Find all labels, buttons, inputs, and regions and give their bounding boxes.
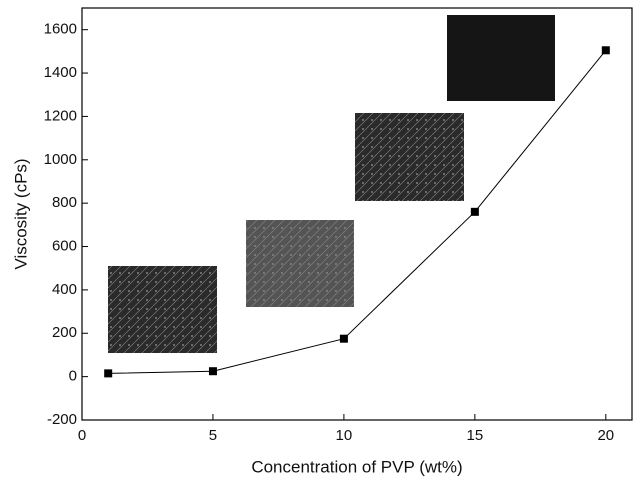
point — [339, 334, 348, 343]
y-tick-label: 400 — [52, 281, 77, 298]
x-tick-label: 20 — [597, 427, 614, 444]
inset-texture — [246, 220, 354, 307]
y-tick-label: 1400 — [44, 64, 77, 81]
y-tick-label: 600 — [52, 237, 77, 254]
x-tick-label: 5 — [209, 427, 217, 444]
y-tick-label: 1200 — [44, 107, 77, 124]
inset-image — [447, 15, 555, 101]
point — [208, 367, 217, 376]
point — [104, 369, 113, 378]
x-tick-label: 10 — [336, 427, 353, 444]
x-axis-label: Concentration of PVP (wt%) — [251, 457, 462, 476]
y-tick-label: -200 — [47, 411, 77, 428]
inset-images — [108, 15, 555, 353]
x-tick-label: 0 — [78, 427, 86, 444]
point — [470, 207, 479, 216]
x-tick-label: 15 — [467, 427, 484, 444]
y-tick-label: 1600 — [44, 21, 77, 38]
y-tick-label: 1000 — [44, 151, 77, 168]
y-tick-label: 200 — [52, 324, 77, 341]
y-tick-label: 800 — [52, 194, 77, 211]
inset-image — [108, 266, 217, 353]
inset-image — [355, 113, 464, 201]
y-tick-label: 0 — [69, 368, 77, 385]
point — [601, 46, 610, 55]
plot-frame — [81, 7, 633, 421]
y-axis-label: Viscosity (cPs) — [11, 158, 30, 269]
